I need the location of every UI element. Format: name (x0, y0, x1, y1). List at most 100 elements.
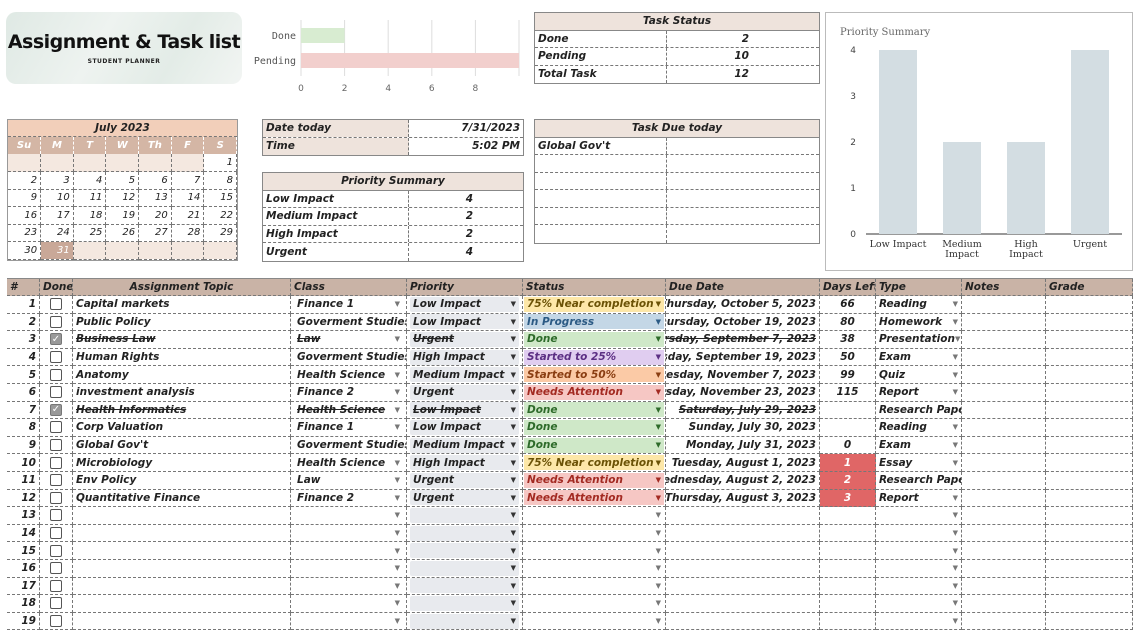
done-cell[interactable] (40, 472, 73, 490)
due-date-cell[interactable]: Thursday, October 5, 2023 (666, 296, 820, 314)
type-dropdown[interactable]: Presentation ▼ (876, 331, 962, 349)
due-date-cell[interactable]: Wednesday, August 2, 2023 (666, 472, 820, 490)
chevron-down-icon[interactable]: ▼ (952, 458, 958, 467)
type-dropdown[interactable]: Report ▼ (876, 489, 962, 508)
class-dropdown[interactable]: Health Science ▼ (291, 366, 407, 384)
class-dropdown[interactable]: ▼ (291, 507, 407, 525)
class-dropdown[interactable]: ▼ (291, 612, 407, 631)
assignment-topic-cell[interactable] (73, 542, 291, 560)
done-checkbox[interactable] (50, 439, 62, 452)
done-checkbox[interactable] (50, 368, 62, 381)
done-cell[interactable] (40, 419, 73, 437)
chevron-down-icon[interactable]: ▼ (655, 317, 661, 326)
chevron-down-icon[interactable]: ▼ (510, 405, 516, 414)
calendar-day[interactable]: 18 (73, 206, 107, 225)
calendar-day[interactable]: 23 (8, 224, 42, 242)
priority-dropdown[interactable]: Low Impact ▼ (407, 296, 523, 314)
grade-cell[interactable] (1046, 401, 1133, 420)
chevron-down-icon[interactable]: ▼ (655, 564, 661, 573)
assignment-topic-cell[interactable]: Microbiology (73, 454, 291, 472)
due-date-cell[interactable] (666, 507, 820, 525)
grade-cell[interactable] (1046, 524, 1133, 543)
assignment-topic-cell[interactable]: Human Rights (73, 348, 291, 367)
calendar-day[interactable]: 5 (105, 171, 140, 190)
due-date-cell[interactable] (666, 577, 820, 596)
status-dropdown[interactable]: Needs Attention ▼ (523, 472, 666, 490)
notes-cell[interactable] (962, 577, 1046, 596)
assignment-topic-cell[interactable]: Anatomy (73, 366, 291, 384)
done-cell[interactable] (40, 542, 73, 560)
calendar-day[interactable]: 14 (171, 189, 205, 207)
due-date-cell[interactable]: Monday, July 31, 2023 (666, 436, 820, 455)
due-date-cell[interactable]: Saturday, July 29, 2023 (666, 401, 820, 420)
done-checkbox[interactable] (50, 491, 62, 504)
done-checkbox[interactable] (50, 421, 62, 434)
chevron-down-icon[interactable]: ▼ (655, 353, 661, 362)
grade-cell[interactable] (1046, 419, 1133, 437)
chevron-down-icon[interactable]: ▼ (655, 493, 661, 502)
calendar-day[interactable]: 28 (171, 224, 205, 242)
type-dropdown[interactable]: ▼ (876, 577, 962, 596)
chevron-down-icon[interactable]: ▼ (394, 617, 400, 626)
due-date-cell[interactable] (666, 542, 820, 560)
chevron-down-icon[interactable]: ▼ (394, 529, 400, 538)
chevron-down-icon[interactable]: ▼ (510, 458, 516, 467)
priority-dropdown[interactable]: Urgent ▼ (407, 489, 523, 508)
notes-cell[interactable] (962, 507, 1046, 525)
priority-dropdown[interactable]: ▼ (407, 507, 523, 525)
notes-cell[interactable] (962, 401, 1046, 420)
due-date-cell[interactable]: Tuesday, November 7, 2023 (666, 366, 820, 384)
chevron-down-icon[interactable]: ▼ (952, 441, 958, 450)
class-dropdown[interactable]: ▼ (291, 560, 407, 578)
class-dropdown[interactable]: ▼ (291, 542, 407, 560)
chevron-down-icon[interactable]: ▼ (952, 300, 958, 309)
calendar-day[interactable]: 1 (203, 154, 237, 172)
done-cell[interactable] (40, 313, 73, 332)
priority-dropdown[interactable]: Low Impact ▼ (407, 401, 523, 420)
class-dropdown[interactable]: Law ▼ (291, 331, 407, 349)
assignment-topic-cell[interactable]: Public Policy (73, 313, 291, 332)
chevron-down-icon[interactable]: ▼ (655, 335, 661, 344)
assignment-topic-cell[interactable]: Quantitative Finance (73, 489, 291, 508)
status-dropdown[interactable]: In Progress ▼ (523, 313, 666, 332)
class-dropdown[interactable]: Law ▼ (291, 472, 407, 490)
chevron-down-icon[interactable]: ▼ (510, 317, 516, 326)
chevron-down-icon[interactable]: ▼ (510, 423, 516, 432)
calendar-day[interactable]: 4 (73, 171, 107, 190)
status-dropdown[interactable]: Needs Attention ▼ (523, 489, 666, 508)
column-header[interactable]: Type (876, 279, 962, 296)
status-dropdown[interactable]: Started to 50% ▼ (523, 366, 666, 384)
assignment-topic-cell[interactable] (73, 524, 291, 543)
chevron-down-icon[interactable]: ▼ (510, 546, 516, 555)
type-dropdown[interactable]: ▼ (876, 507, 962, 525)
class-dropdown[interactable]: Health Science ▼ (291, 454, 407, 472)
type-dropdown[interactable]: Research Paper▼ (876, 401, 962, 420)
chevron-down-icon[interactable]: ▼ (655, 370, 661, 379)
type-dropdown[interactable]: Research Paper▼ (876, 472, 962, 490)
type-dropdown[interactable]: Exam ▼ (876, 436, 962, 455)
chevron-down-icon[interactable]: ▼ (510, 493, 516, 502)
column-header[interactable]: Grade (1046, 279, 1133, 296)
priority-dropdown[interactable]: Urgent ▼ (407, 331, 523, 349)
class-dropdown[interactable]: Goverment Studies▼ (291, 313, 407, 332)
due-date-cell[interactable]: Thursday, November 23, 2023 (666, 384, 820, 402)
column-header[interactable]: Due Date (666, 279, 820, 296)
chevron-down-icon[interactable]: ▼ (510, 388, 516, 397)
class-dropdown[interactable]: Finance 2 ▼ (291, 489, 407, 508)
notes-cell[interactable] (962, 384, 1046, 402)
calendar-day[interactable]: 19 (105, 206, 140, 225)
type-dropdown[interactable]: Essay ▼ (876, 454, 962, 472)
chevron-down-icon[interactable]: ▼ (510, 335, 516, 344)
calendar-day[interactable]: 21 (171, 206, 205, 225)
priority-dropdown[interactable]: ▼ (407, 577, 523, 596)
chevron-down-icon[interactable]: ▼ (394, 599, 400, 608)
due-date-cell[interactable]: Thursday, September 7, 2023 (666, 331, 820, 349)
assignment-topic-cell[interactable] (73, 560, 291, 578)
chevron-down-icon[interactable]: ▼ (394, 511, 400, 520)
chevron-down-icon[interactable]: ▼ (394, 546, 400, 555)
notes-cell[interactable] (962, 542, 1046, 560)
type-dropdown[interactable]: Homework ▼ (876, 313, 962, 332)
due-date-cell[interactable]: Thursday, October 19, 2023 (666, 313, 820, 332)
chevron-down-icon[interactable]: ▼ (952, 617, 958, 626)
due-date-cell[interactable] (666, 560, 820, 578)
